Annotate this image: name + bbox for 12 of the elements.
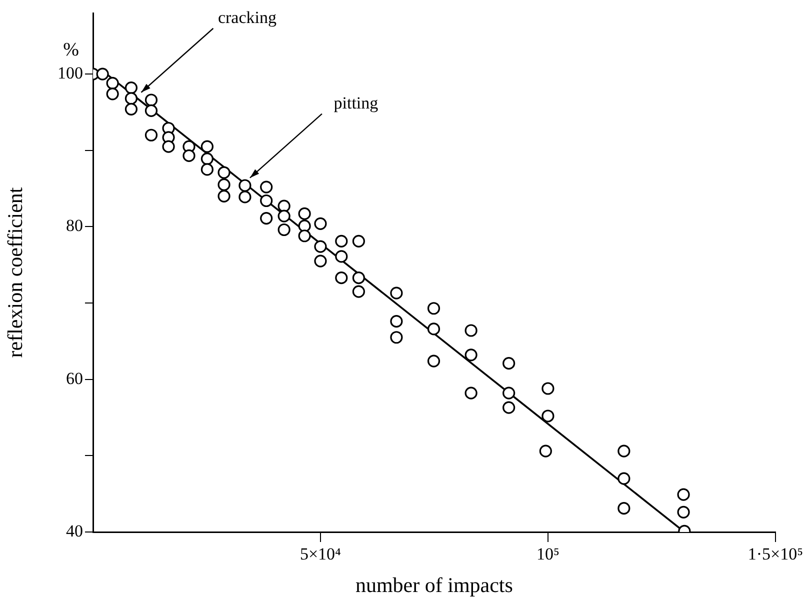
- x-tick-label: 10⁵: [536, 544, 560, 564]
- y-tick-label: 100: [58, 64, 83, 83]
- x-tick-label: 5×10⁴: [300, 544, 342, 564]
- x-tick-label: 1·5×10⁵: [748, 544, 804, 564]
- y-axis-title: reflexion coefficient: [3, 187, 28, 358]
- y-tick-label: 80: [66, 216, 83, 236]
- y-tick-label: 40: [66, 521, 83, 540]
- y-tick-label: 60: [66, 368, 83, 388]
- annotation: cracking: [218, 8, 277, 27]
- x-axis-title: number of impacts: [355, 572, 513, 597]
- text: %: [63, 40, 80, 61]
- annotation: pitting: [334, 93, 379, 112]
